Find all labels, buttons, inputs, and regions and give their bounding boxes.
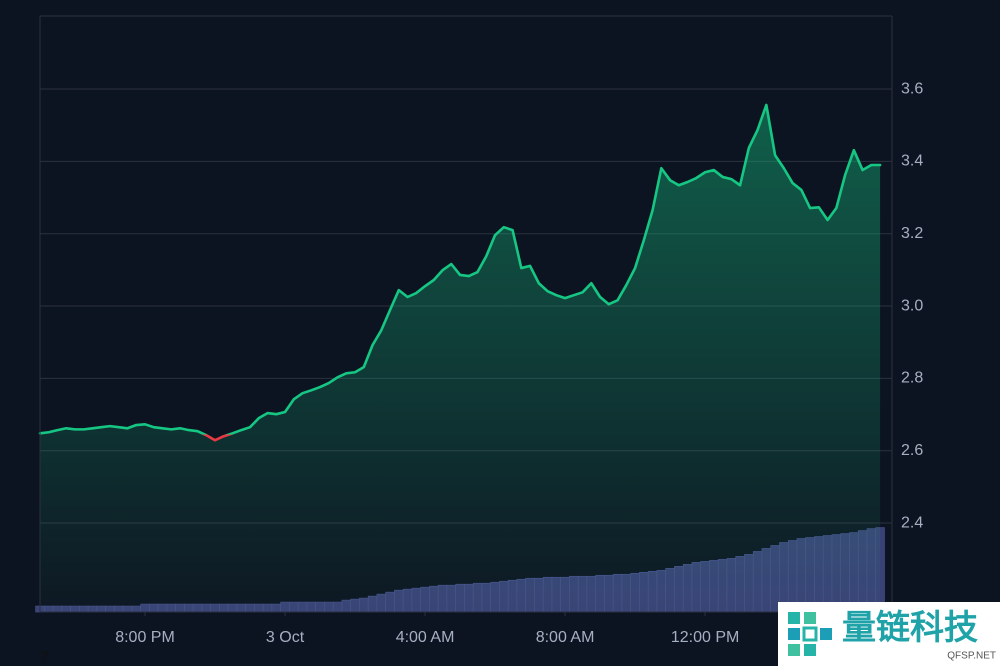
logo-cell: [788, 612, 800, 624]
y-tick-label: 3.6: [901, 80, 923, 97]
logo-cell: [804, 612, 816, 624]
x-tick-label: 8:00 AM: [536, 629, 595, 646]
x-tick-label: 3 Oct: [266, 629, 305, 646]
logo-cell: [788, 644, 800, 656]
logo-cell: [802, 626, 818, 642]
logo-cell: [820, 628, 832, 640]
x-tick-label: 4:00 AM: [396, 629, 455, 646]
logo-cell: [804, 644, 816, 656]
logo-cell: [788, 628, 800, 640]
price-line: [38, 103, 882, 442]
x-tick-label: 8:00 PM: [115, 629, 175, 646]
watermark: 量链科技 QFSP.NET: [778, 602, 1000, 666]
price-area: [40, 104, 881, 612]
y-tick-label: 3.2: [901, 225, 923, 242]
y-tick-label: 2.8: [901, 370, 923, 387]
y-tick-label: 3.4: [901, 153, 923, 170]
x-tick-label: 12:00 PM: [671, 629, 739, 646]
corner-text: 7: [40, 650, 49, 666]
y-tick-label: 2.4: [901, 514, 923, 531]
watermark-subtitle: QFSP.NET: [947, 651, 996, 662]
watermark-title: 量链科技: [842, 609, 978, 647]
y-tick-label: 2.6: [901, 442, 923, 459]
y-tick-label: 3.0: [901, 297, 923, 314]
